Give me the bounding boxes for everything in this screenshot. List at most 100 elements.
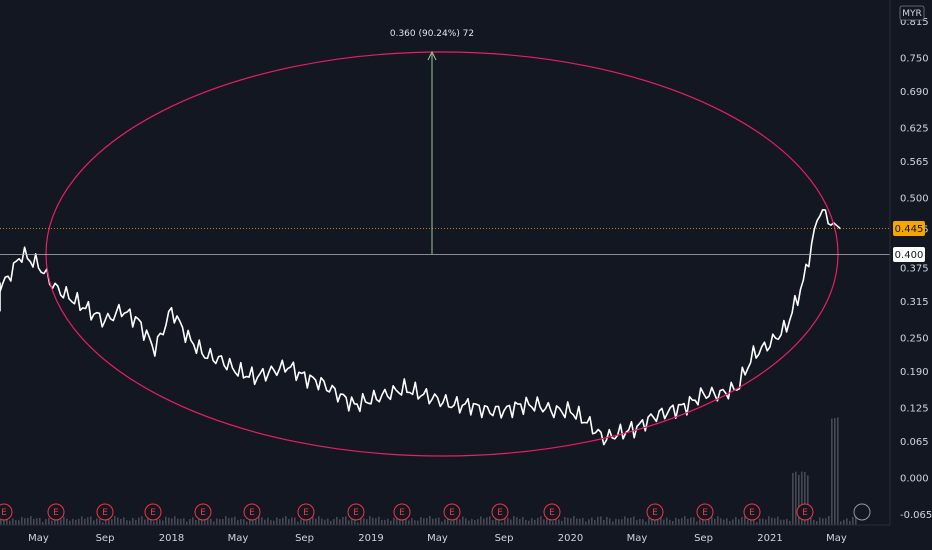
price-axis[interactable]: [890, 0, 932, 525]
time-tick-label: Sep: [495, 533, 514, 544]
volume-bar: [342, 516, 344, 525]
volume-bar: [654, 519, 656, 525]
ellipse-drawing[interactable]: [45, 51, 839, 457]
volume-bar: [192, 517, 194, 525]
volume-bar: [534, 519, 536, 525]
volume-bar: [279, 519, 281, 525]
volume-bar: [537, 517, 539, 525]
volume-bar: [126, 520, 128, 525]
volume-bar: [450, 520, 452, 525]
volume-bar: [330, 520, 332, 525]
earnings-marker[interactable]: [347, 503, 365, 521]
volume-bar: [351, 517, 353, 525]
earnings-marker[interactable]: [96, 503, 114, 521]
volume-bar: [810, 517, 812, 525]
price-line: [0, 209, 842, 446]
volume-bar: [219, 519, 221, 525]
volume-bar: [717, 516, 719, 525]
time-axis-ticks: May Sep 2018 May Sep 2019 May Sep 2020 May Sep 2021…: [28, 533, 847, 544]
volume-bar: [468, 520, 470, 525]
earnings-marker[interactable]: [144, 503, 162, 521]
volume-bar: [459, 519, 461, 525]
volume-bar: [744, 516, 746, 525]
volume-bar: [603, 519, 605, 525]
volume-bar: [660, 517, 662, 525]
volume-bar: [612, 521, 614, 525]
volume-bar: [150, 517, 152, 525]
volume-bar: [123, 517, 125, 525]
earnings-marker[interactable]: [393, 503, 411, 521]
earnings-marker-label: E: [497, 508, 503, 518]
volume-bar: [447, 518, 449, 525]
earnings-marker[interactable]: [443, 503, 461, 521]
earnings-marker-label: E: [200, 508, 206, 518]
volume-bar: [639, 518, 641, 525]
volume-bar: [243, 519, 245, 525]
volume-bar: [627, 518, 629, 525]
volume-bar: [93, 520, 95, 525]
volume-bar: [348, 520, 350, 525]
earnings-upcoming-marker[interactable]: [853, 503, 871, 521]
earnings-marker[interactable]: [47, 503, 65, 521]
volume-bar: [24, 518, 26, 525]
volume-bar: [708, 516, 710, 525]
volume-bar: [735, 517, 737, 525]
earnings-marker[interactable]: [0, 503, 13, 521]
price-tick-label: 0.190: [900, 367, 929, 378]
currency-badge[interactable]: [899, 5, 925, 21]
price-tick-label: 0.315: [900, 297, 929, 308]
earnings-marker[interactable]: [646, 503, 664, 521]
time-tick-label: Sep: [295, 533, 314, 544]
volume-bar: [327, 518, 329, 525]
earnings-marker[interactable]: [543, 503, 561, 521]
volume-bar: [291, 517, 293, 525]
time-tick-label: Sep: [694, 533, 713, 544]
volume-bar: [414, 520, 416, 525]
volume-bar: [750, 517, 752, 525]
volume-bar: [360, 518, 362, 525]
volume-bar: [669, 519, 671, 525]
last-price-badge: [893, 221, 925, 236]
volume-bar: [801, 471, 803, 525]
volume-bar: [0, 520, 2, 525]
volume-bar: [234, 516, 236, 525]
earnings-marker[interactable]: [696, 503, 714, 521]
price-tick-label: 0.815: [900, 17, 929, 28]
earnings-marker[interactable]: [491, 503, 509, 521]
volume-bar: [519, 518, 521, 525]
volume-bar: [792, 472, 794, 525]
volume-bar: [285, 516, 287, 525]
earnings-marker[interactable]: [743, 503, 761, 521]
volume-bar: [114, 516, 116, 525]
volume-bar: [843, 519, 845, 525]
volume-bar: [582, 517, 584, 525]
volume-bar: [135, 519, 137, 525]
volume-bar: [72, 518, 74, 525]
volume-bar: [762, 518, 764, 525]
volume-bar: [573, 516, 575, 525]
volume-bar: [120, 518, 122, 525]
volume-bar: [561, 520, 563, 525]
earnings-marker[interactable]: [243, 503, 261, 521]
last-price-value: 0.445: [895, 224, 924, 235]
volume-bar: [267, 517, 269, 525]
volume-bar: [600, 516, 602, 525]
earnings-marker[interactable]: [297, 503, 315, 521]
volume-bar: [141, 516, 143, 525]
volume-bar: [27, 517, 29, 525]
volume-bar: [540, 516, 542, 525]
volume-bar: [84, 518, 86, 525]
volume-bar: [657, 516, 659, 525]
earnings-marker[interactable]: [194, 503, 212, 521]
currency-label: MYR: [902, 9, 922, 19]
volume-bar: [78, 518, 80, 525]
volume-bar: [699, 519, 701, 525]
volume-bar: [648, 517, 650, 525]
time-axis[interactable]: [0, 525, 932, 550]
earnings-marker[interactable]: [796, 503, 814, 521]
volume-bar: [759, 518, 761, 525]
volume-bar: [309, 516, 311, 525]
